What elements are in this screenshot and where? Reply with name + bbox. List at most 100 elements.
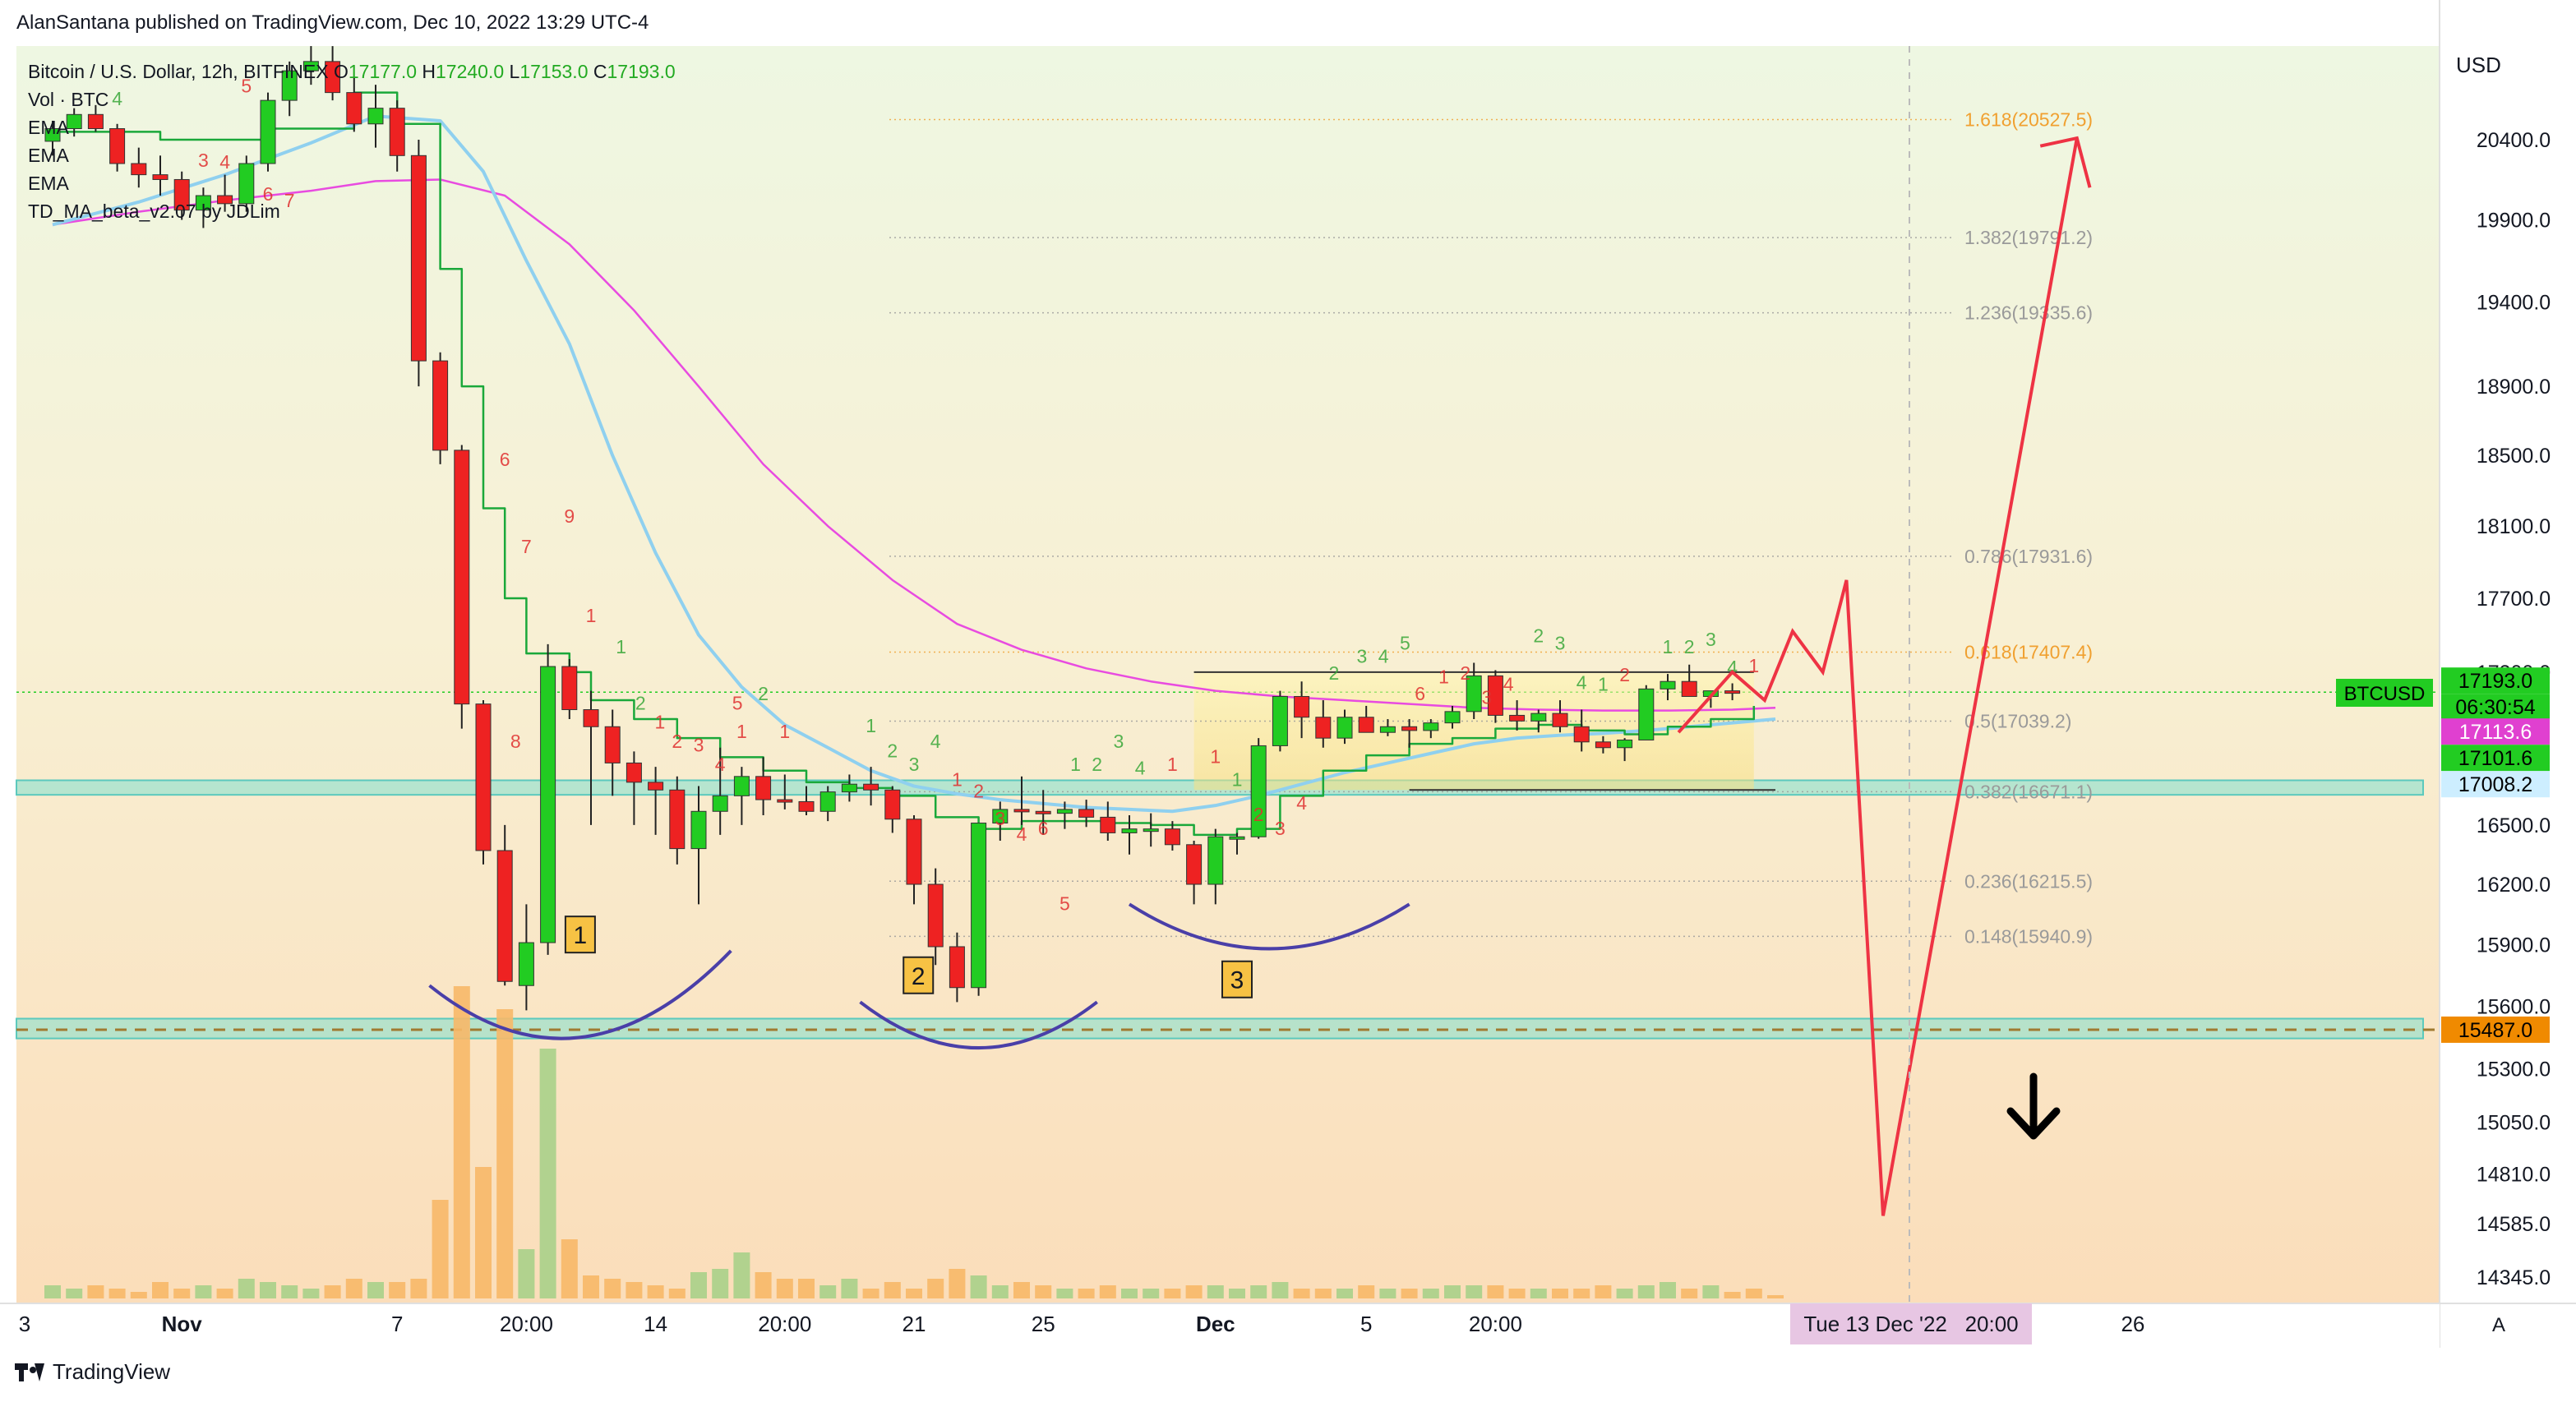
y-tick-label: 20400.0 bbox=[2477, 129, 2551, 152]
high-value: 17240.0 bbox=[436, 61, 505, 82]
x-tick-label: 20:00 bbox=[1469, 1312, 1522, 1336]
y-tick-label: 15900.0 bbox=[2477, 934, 2551, 957]
td-count: 3 bbox=[909, 754, 920, 775]
low-value: 17153.0 bbox=[519, 61, 589, 82]
indicator-ema-3[interactable]: EMA bbox=[28, 173, 69, 194]
candle-body bbox=[260, 99, 276, 164]
td-count: 1 bbox=[866, 715, 876, 736]
pattern-label-3: 3 bbox=[1221, 960, 1253, 998]
td-count: 1 bbox=[616, 636, 626, 657]
candle-body bbox=[1617, 739, 1633, 749]
candle bbox=[1509, 700, 1526, 731]
td-count: 1 bbox=[1210, 745, 1221, 767]
candle-body bbox=[690, 810, 707, 850]
td-count: 6 bbox=[1415, 683, 1425, 704]
candle bbox=[1638, 685, 1655, 740]
candle bbox=[1100, 801, 1116, 842]
y-tick-label: 14810.0 bbox=[2477, 1164, 2551, 1187]
candle-body bbox=[1250, 745, 1267, 837]
volume-bar bbox=[862, 1289, 879, 1298]
candle-body bbox=[217, 195, 233, 205]
volume-bar bbox=[841, 1279, 858, 1298]
candle-body bbox=[389, 108, 405, 156]
pattern-label-box bbox=[1221, 960, 1253, 998]
indicator-ema-1[interactable]: EMA bbox=[28, 117, 69, 138]
candle bbox=[648, 767, 664, 835]
candle-body bbox=[66, 113, 82, 130]
price-label-bg bbox=[2441, 1016, 2550, 1043]
candle bbox=[1013, 776, 1030, 825]
volume-bar bbox=[130, 1292, 147, 1298]
indicator-ema-2[interactable]: EMA bbox=[28, 145, 69, 166]
td-count: 4 bbox=[930, 731, 941, 752]
footer-brand: TradingView bbox=[53, 1359, 171, 1384]
currency-label: USD bbox=[2456, 53, 2501, 77]
candle bbox=[540, 643, 556, 955]
price-label: 17113.6 bbox=[2441, 718, 2550, 745]
y-tick-label: 14585.0 bbox=[2477, 1213, 2551, 1236]
price-label-text: 17101.6 bbox=[2458, 747, 2532, 770]
candle-body bbox=[1229, 836, 1245, 840]
fib-label-6: 0.382(16671.1) bbox=[1964, 781, 2093, 802]
volume-bar bbox=[1293, 1289, 1310, 1298]
candle bbox=[518, 904, 534, 1011]
volume-bar bbox=[1422, 1289, 1439, 1298]
volume-bar bbox=[1164, 1289, 1181, 1298]
time-axis[interactable] bbox=[0, 1303, 2440, 1348]
y-tick-label: 19900.0 bbox=[2477, 210, 2551, 233]
candle bbox=[44, 120, 61, 156]
td-count: 2 bbox=[672, 731, 682, 752]
candle-body bbox=[410, 154, 427, 362]
price-label-bg bbox=[2441, 745, 2550, 772]
volume-bar bbox=[1185, 1285, 1203, 1298]
td-count: 4 bbox=[1577, 671, 1587, 693]
indicator-volume[interactable]: Vol · BTC bbox=[28, 89, 109, 110]
candle bbox=[389, 100, 405, 172]
candle-body bbox=[884, 789, 901, 820]
pattern-label-2: 2 bbox=[903, 956, 935, 994]
volume-bar bbox=[260, 1282, 276, 1298]
fib-label-1: 1.382(19791.2) bbox=[1964, 227, 2093, 248]
volume-bar bbox=[1207, 1285, 1224, 1298]
candle-body bbox=[475, 703, 492, 851]
x-tick-label: Dec bbox=[1196, 1312, 1235, 1336]
y-tick-label: 18900.0 bbox=[2477, 376, 2551, 399]
indicator-td-ma[interactable]: TD_MA_beta_v2.07 by JDLim bbox=[28, 201, 280, 222]
y-tick-label: 16200.0 bbox=[2477, 874, 2551, 897]
candle-body bbox=[302, 61, 319, 71]
candle-body bbox=[755, 776, 772, 800]
candle bbox=[561, 658, 578, 720]
candle-body bbox=[281, 70, 298, 101]
candle bbox=[1229, 832, 1245, 855]
publisher-line: AlanSantana published on TradingView.com… bbox=[16, 12, 649, 34]
candle-body bbox=[44, 128, 61, 142]
candle bbox=[1552, 700, 1568, 733]
volume-bar bbox=[1121, 1289, 1138, 1298]
price-label-text: 17008.2 bbox=[2458, 773, 2532, 796]
price-label-text: 15487.0 bbox=[2458, 1019, 2532, 1042]
volume-bar bbox=[819, 1285, 837, 1298]
candle bbox=[238, 155, 255, 212]
td-count: 5 bbox=[1400, 633, 1410, 654]
candle-body bbox=[971, 823, 987, 989]
candle-body bbox=[152, 174, 169, 180]
td-count: 3 bbox=[1357, 645, 1368, 666]
volume-bar bbox=[690, 1272, 707, 1298]
volume-bar bbox=[410, 1279, 427, 1298]
candle-body bbox=[604, 726, 621, 763]
volume-bar bbox=[1681, 1289, 1698, 1298]
td-count: 2 bbox=[1253, 804, 1264, 825]
price-label-bg bbox=[2441, 718, 2550, 745]
candle-body bbox=[87, 113, 104, 130]
symbol-tag-bg bbox=[2336, 679, 2433, 707]
volume-bar bbox=[755, 1272, 772, 1298]
volume-bar bbox=[1745, 1289, 1762, 1298]
symbol-title[interactable]: Bitcoin / U.S. Dollar, 12h, BITFINEX bbox=[28, 61, 329, 82]
price-label-text: 17193.0 bbox=[2458, 670, 2532, 693]
candle bbox=[1250, 738, 1267, 839]
td-count: 1 bbox=[1748, 655, 1759, 676]
pattern-label-box bbox=[564, 915, 596, 954]
candle bbox=[690, 786, 707, 905]
auto-scale-button[interactable]: A bbox=[2492, 1314, 2505, 1336]
